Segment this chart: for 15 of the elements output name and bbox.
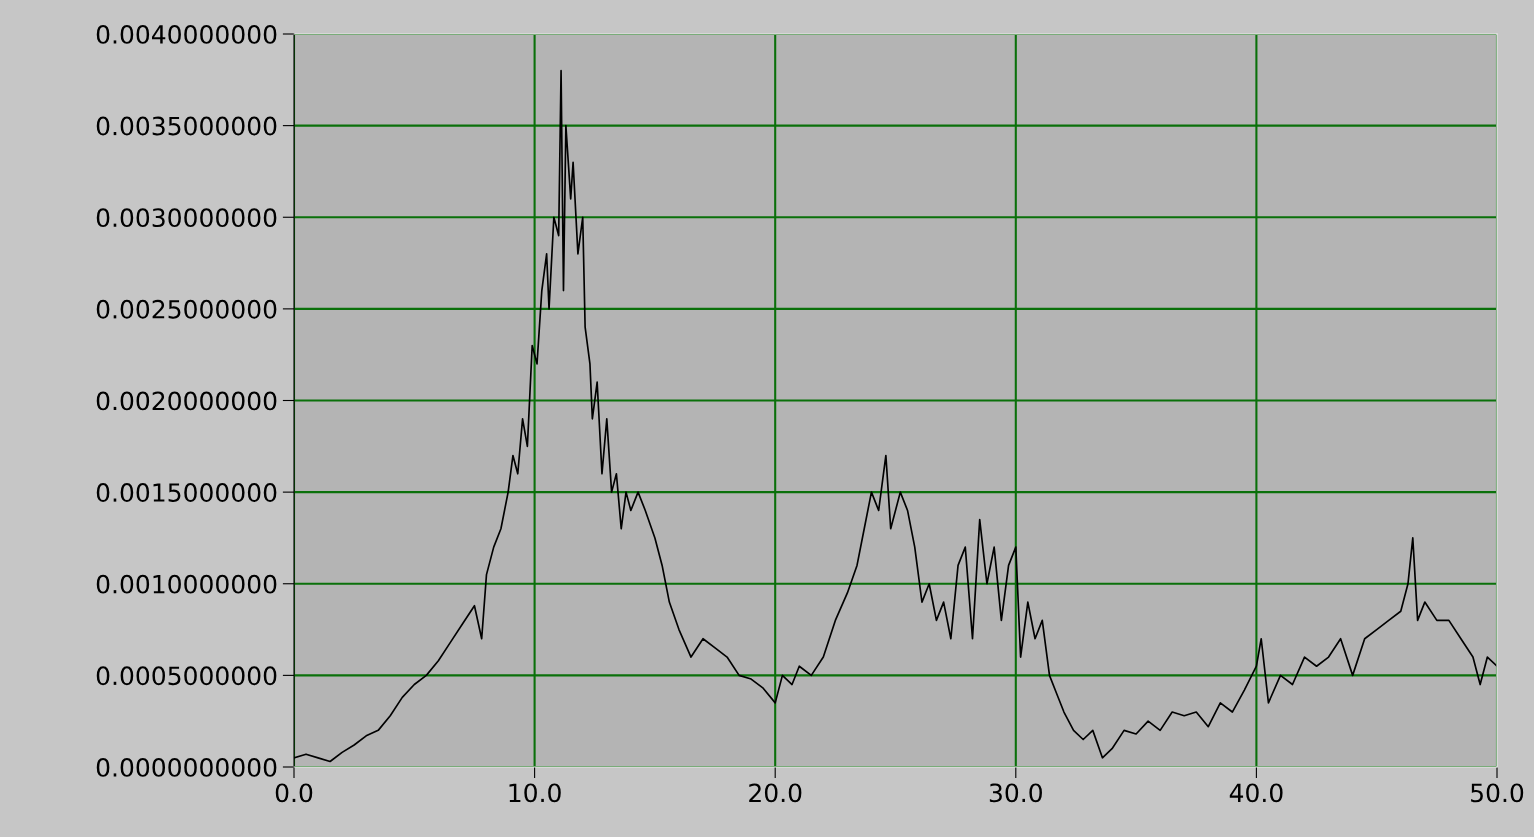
y-tick-label: 0.0020000000 xyxy=(96,391,277,411)
x-tick-label: 50.0 xyxy=(1471,783,1524,803)
x-tick-label: 10.0 xyxy=(509,783,561,803)
x-tick-label: 0.0 xyxy=(275,783,313,803)
x-tick-label: 20.0 xyxy=(749,783,802,803)
y-tick-label: 0.0025000000 xyxy=(96,299,277,319)
y-tick-label: 0.0000000000 xyxy=(96,757,277,777)
x-tick-label: 40.0 xyxy=(1229,783,1283,803)
y-tick-label: 0.0030000000 xyxy=(96,208,277,228)
y-tick-label: 0.0015000000 xyxy=(96,483,277,502)
y-tick-label: 0.0035000000 xyxy=(96,116,277,136)
y-tick-label: 0.0010000000 xyxy=(96,574,277,594)
x-tick-label: 30.0 xyxy=(989,783,1042,803)
y-tick-label: 0.0040000000 xyxy=(96,24,277,44)
y-tick-label: 0.0005000000 xyxy=(96,666,277,686)
